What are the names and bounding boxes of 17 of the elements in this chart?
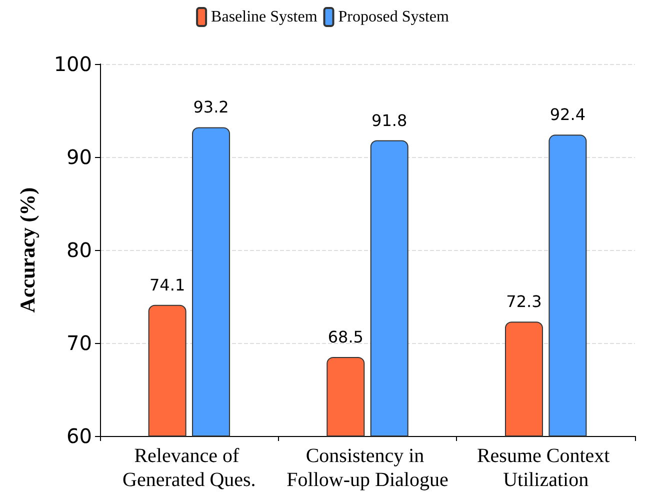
data-label: 72.3 xyxy=(506,292,542,312)
y-axis-title: Accuracy (%) xyxy=(16,187,40,313)
x-tick-label: Consistency in Follow-up Dialogue xyxy=(286,445,448,491)
y-tick-label: 100 xyxy=(54,52,92,76)
data-label: 93.2 xyxy=(193,98,229,117)
x-tick-label: Relevance of Generated Ques. xyxy=(122,445,256,491)
x-tick-label: Resume Context Utilization xyxy=(476,445,615,491)
legend-label: Baseline System xyxy=(211,8,318,26)
data-label: 74.1 xyxy=(150,275,186,294)
data-label: 91.8 xyxy=(372,110,408,130)
y-tick-label: 60 xyxy=(66,424,92,448)
y-tick-label: 80 xyxy=(66,238,92,262)
y-tick-label: 90 xyxy=(66,145,92,169)
data-label: 68.5 xyxy=(328,327,364,346)
data-label: 92.4 xyxy=(550,105,586,124)
y-tick-label: 70 xyxy=(66,331,92,355)
legend-label: Proposed System xyxy=(338,8,450,26)
